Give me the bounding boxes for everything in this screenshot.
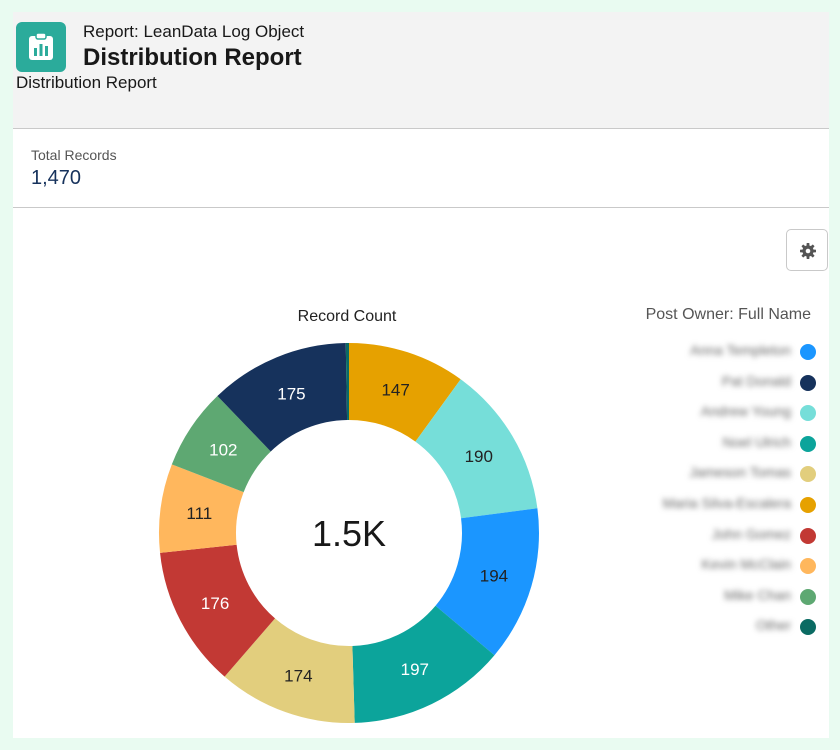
donut-slice[interactable] [224,618,355,723]
legend-item[interactable]: John Gomez [573,522,819,553]
legend-swatch [800,558,816,575]
report-frame: Report: LeanData Log Object Distribution… [13,12,829,738]
slice-value-label: 174 [284,666,312,685]
slice-value-label: 175 [277,384,305,403]
legend-item[interactable]: Jameson Tomas [573,460,819,491]
donut-center-total: 1.5K [312,513,386,554]
report-icon [16,22,66,72]
page-title: Distribution Report [83,44,302,71]
legend-title: Post Owner: Full Name [645,306,811,323]
donut-slice[interactable] [345,343,349,421]
donut-slice[interactable] [435,508,539,656]
legend-swatch [800,588,816,605]
legend-item[interactable]: Pat Donald [573,369,819,400]
legend-label: Other [755,617,791,634]
legend-label: Mike Chan [724,586,791,603]
chart-settings-button[interactable] [786,229,828,271]
legend-item[interactable]: Noel Ulrich [573,430,819,461]
legend-label: Anna Templeton [690,342,791,358]
legend-label: Noel Ulrich [722,433,791,450]
legend-label: Maria Silva-Escalera [662,494,791,511]
legend-label: Pat Donald [721,372,791,389]
legend-swatch [800,405,816,422]
chart-legend: Anna Templeton Pat Donald Andrew Young Noel… [573,338,819,644]
legend-label: Kevin McClain [701,556,791,573]
donut-slice[interactable] [159,464,244,553]
chart-title: Record Count [297,308,397,325]
slice-value-label: 190 [465,447,493,466]
slice-value-label: 102 [209,440,237,459]
legend-swatch [800,496,816,513]
donut-slice[interactable] [171,395,271,493]
legend-item[interactable]: Maria Silva-Escalera [573,491,819,522]
legend-label: John Gomez [711,525,791,542]
gear-icon [800,243,816,259]
breadcrumb: Report: LeanData Log Object [83,22,305,41]
donut-slice[interactable] [217,343,348,452]
donut-slice[interactable] [349,343,461,442]
legend-label: Jameson Tomas [689,464,791,481]
total-records-label: Total Records [31,147,117,163]
donut-slice[interactable] [352,605,495,723]
legend-item[interactable]: Kevin McClain [573,552,819,583]
page-subtitle: Distribution Report [16,73,157,92]
legend-label: Andrew Young [700,403,791,420]
legend-swatch [800,435,816,452]
legend-item[interactable]: Mike Chan [573,583,819,614]
slice-value-label: 197 [401,660,429,679]
donut-slice[interactable] [160,544,276,677]
legend-item[interactable]: Other [573,613,819,644]
slice-value-label: 176 [201,594,229,613]
slice-value-label: 111 [186,504,212,523]
slice-value-label: 194 [480,566,508,585]
donut-chart: 147 190 194 197 174 176 111 102 175 1.5K [159,343,539,723]
legend-swatch [800,466,816,483]
legend-item[interactable]: Andrew Young [573,399,819,430]
total-records-value: 1,470 [31,167,82,189]
donut-slice[interactable] [415,379,538,519]
legend-swatch [800,527,816,544]
legend-swatch [800,344,816,360]
summary-panel: Total Records 1,470 [13,129,829,208]
legend-swatch [800,619,816,636]
report-header: Report: LeanData Log Object Distribution… [13,12,829,129]
legend-swatch [800,374,816,391]
slice-value-label: 147 [381,380,409,399]
legend-item[interactable]: Anna Templeton [573,338,819,369]
